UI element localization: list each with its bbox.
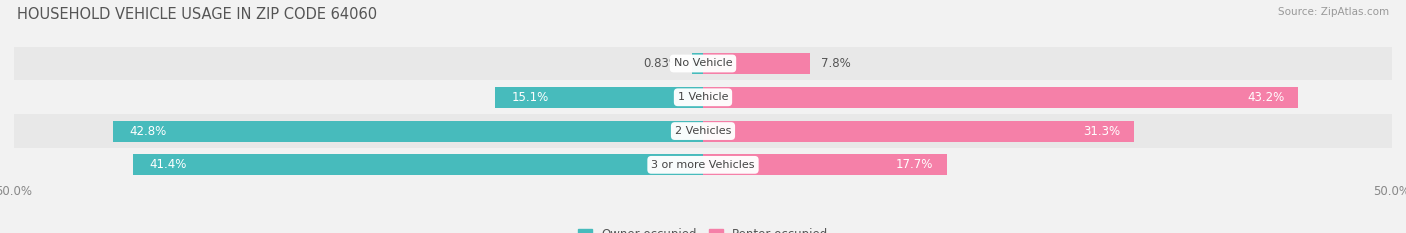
Text: HOUSEHOLD VEHICLE USAGE IN ZIP CODE 64060: HOUSEHOLD VEHICLE USAGE IN ZIP CODE 6406… [17, 7, 377, 22]
Legend: Owner-occupied, Renter-occupied: Owner-occupied, Renter-occupied [572, 224, 834, 233]
Text: 3 or more Vehicles: 3 or more Vehicles [651, 160, 755, 170]
Text: 0.83%: 0.83% [644, 57, 681, 70]
Bar [495, 87, 703, 108]
Bar [703, 87, 1298, 108]
Bar [692, 53, 703, 74]
Text: Source: ZipAtlas.com: Source: ZipAtlas.com [1278, 7, 1389, 17]
Bar [132, 154, 703, 175]
Bar [14, 47, 1392, 80]
Bar [703, 121, 1135, 141]
Text: 2 Vehicles: 2 Vehicles [675, 126, 731, 136]
Bar [703, 154, 946, 175]
Text: 41.4%: 41.4% [149, 158, 187, 171]
Bar [14, 148, 1392, 182]
Bar [114, 121, 703, 141]
Text: 42.8%: 42.8% [129, 125, 167, 137]
Text: 7.8%: 7.8% [821, 57, 851, 70]
Text: 15.1%: 15.1% [512, 91, 548, 104]
Bar [14, 114, 1392, 148]
Bar [14, 80, 1392, 114]
Text: 1 Vehicle: 1 Vehicle [678, 92, 728, 102]
Bar [703, 53, 810, 74]
Text: 43.2%: 43.2% [1247, 91, 1285, 104]
Text: 17.7%: 17.7% [896, 158, 934, 171]
Text: No Vehicle: No Vehicle [673, 58, 733, 69]
Text: 31.3%: 31.3% [1084, 125, 1121, 137]
